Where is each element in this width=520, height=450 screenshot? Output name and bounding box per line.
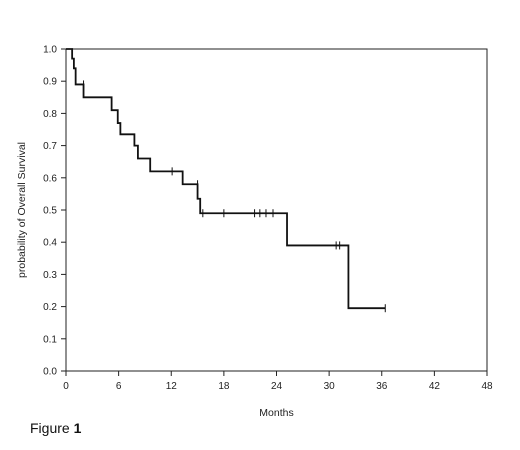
x-tick-label: 42 [429, 381, 441, 392]
y-tick-label: 0.5 [43, 206, 57, 217]
y-tick-label: 0.4 [43, 238, 57, 249]
y-tick-label: 0.2 [43, 302, 57, 313]
figure-caption-prefix: Figure [30, 420, 70, 436]
y-tick-label: 0.1 [43, 334, 57, 345]
figure-caption-number: 1 [73, 420, 82, 436]
plot-frame [65, 48, 488, 372]
figure-caption: Figure 1 [30, 420, 81, 436]
survival-curve [66, 48, 386, 310]
y-tick-label: 0.3 [43, 270, 57, 281]
x-tick-label: 0 [63, 381, 69, 392]
x-tick-label: 36 [376, 381, 388, 392]
censor-marks [83, 80, 386, 313]
y-axis-title: probability of Overall Survival [16, 142, 28, 278]
y-tick-label: 0.7 [43, 141, 57, 152]
x-tick-label: 24 [271, 381, 283, 392]
y-tick-label: 0.8 [43, 109, 57, 120]
x-axis-ticks: 0 6 12 18 24 30 36 42 48 [63, 371, 493, 392]
y-tick-label: 1.0 [43, 45, 57, 56]
y-tick-label: 0.9 [43, 77, 57, 88]
y-axis-ticks: 0.0 0.1 0.2 0.3 0.4 0.5 0.6 0.7 0.8 0.9 1.0 [43, 45, 66, 378]
x-tick-label: 6 [116, 381, 122, 392]
y-tick-label: 0.6 [43, 173, 57, 184]
x-tick-label: 12 [166, 381, 178, 392]
x-tick-label: 30 [324, 381, 336, 392]
x-tick-label: 18 [218, 381, 230, 392]
x-axis-title: Months [259, 407, 293, 419]
x-tick-label: 48 [481, 381, 493, 392]
y-tick-label: 0.0 [43, 367, 57, 378]
